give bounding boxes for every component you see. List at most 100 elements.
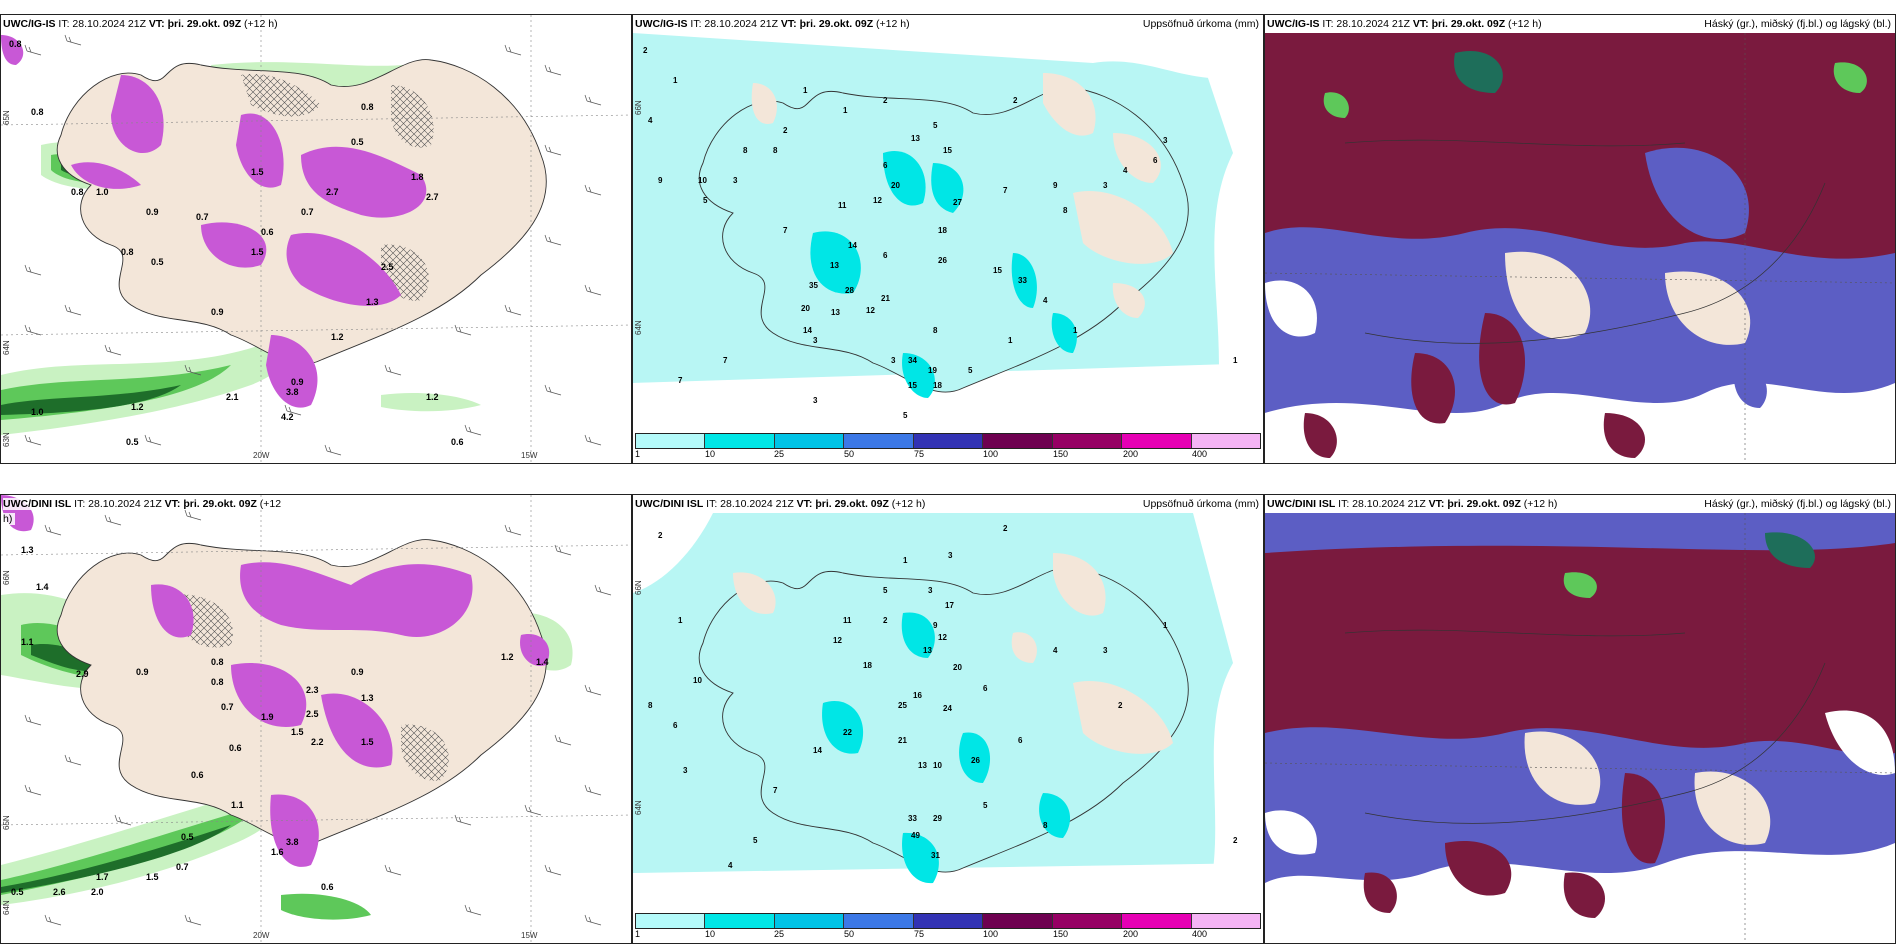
scale-label: 200	[1123, 449, 1139, 459]
value-label: 9	[933, 621, 938, 630]
value-label: 1.5	[291, 727, 304, 737]
value-label: 7	[783, 226, 788, 235]
value-label: 31	[931, 851, 940, 860]
scale-seg	[1122, 914, 1192, 928]
valid-time: þri. 29.okt. 09Z	[799, 18, 874, 30]
model-name: UWC/DINI ISL	[1267, 498, 1336, 510]
value-label: 2.7	[326, 187, 339, 197]
value-label: 18	[863, 661, 872, 670]
scale-label: 75	[914, 449, 925, 459]
valid-time-label: VT:	[164, 498, 181, 510]
value-label: 7	[678, 376, 683, 385]
scale-seg	[705, 914, 775, 928]
precip-wind-map: 1.3 1.4 1.1 0.9 2.9 0.8 1.9 2.3 2.5 1.5 …	[1, 495, 631, 943]
value-label: 5	[753, 836, 758, 845]
value-label: 16	[913, 691, 922, 700]
lat-label: 66N	[634, 580, 643, 595]
product-title: Háský (gr.), miðský (fj.bl.) og lágský (…	[1704, 18, 1891, 30]
scale-label: 75	[914, 929, 925, 939]
value-label: 0.7	[221, 702, 234, 712]
map-area[interactable]	[1265, 513, 1895, 943]
scale-label: 200	[1123, 929, 1139, 939]
scale-seg	[844, 434, 914, 448]
lead-time: (+12 h)	[891, 498, 926, 510]
value-label: 7	[1003, 186, 1008, 195]
scale-label: 150	[1053, 449, 1069, 459]
panel-bottom-right-cloud-cover: UWC/DINI ISL IT: 28.10.2024 21Z VT: þri.…	[1264, 494, 1896, 944]
valid-time-label: VT:	[780, 18, 797, 30]
product-title: Uppsöfnuð úrkoma (mm)	[1142, 498, 1259, 510]
lat-label: 64N	[634, 320, 643, 335]
value-label: 20	[891, 181, 900, 190]
panel-top-right-cloud-cover: UWC/IG-IS IT: 28.10.2024 21Z VT: þri. 29…	[1264, 14, 1896, 464]
valid-time: þri. 29.okt. 09Z	[167, 18, 242, 30]
value-label: 18	[933, 381, 942, 390]
value-label: 5	[883, 586, 888, 595]
value-label: 9	[658, 176, 663, 185]
lat-label: 65N	[2, 110, 11, 125]
map-area[interactable]	[1265, 33, 1895, 463]
value-label: 7	[773, 786, 778, 795]
value-label: 21	[881, 294, 890, 303]
scale-label: 1	[635, 929, 641, 939]
map-area[interactable]: 2 1 4 9 5 3 2 7 8 1 1 2 10 5 13 20 15 27…	[633, 33, 1263, 433]
scale-label: 10	[705, 929, 716, 939]
map-area[interactable]: 2 2 1 3 1 10 8 6 5 3 2 9 12 13 17 20 18 …	[633, 513, 1263, 913]
value-label: 0.5	[181, 832, 194, 842]
scale-seg	[983, 434, 1053, 448]
panel-bottom-left-precip-wind: UWC/DINI ISL IT: 28.10.2024 21Z VT: þri.…	[0, 494, 632, 944]
value-label: 1.7	[96, 872, 109, 882]
value-label: 11	[843, 616, 852, 625]
value-label: 1	[673, 76, 678, 85]
valid-time-label: VT:	[1428, 498, 1445, 510]
lat-label: 64N	[2, 900, 11, 915]
color-scale	[635, 913, 1261, 929]
value-label: 5	[983, 801, 988, 810]
value-label: 0.7	[301, 207, 314, 217]
value-label: 1.4	[36, 582, 49, 592]
value-label: 1.3	[361, 693, 374, 703]
value-label: 20	[801, 304, 810, 313]
value-label: 5	[903, 411, 908, 420]
init-time: IT: 28.10.2024 21Z	[1322, 18, 1410, 30]
map-area[interactable]: 0.8 0.8 0.8 1.0 0.9 0.7 0.5 2.5 2.7 2.7 …	[1, 15, 631, 463]
valid-time: þri. 29.okt. 09Z	[183, 498, 257, 510]
value-label: 4	[1053, 646, 1058, 655]
scale-label: 50	[844, 929, 855, 939]
value-label: 1	[803, 86, 808, 95]
scale-seg	[983, 914, 1053, 928]
value-label: 3	[891, 356, 896, 365]
value-label: 1.3	[21, 545, 34, 555]
map-area[interactable]: 1.3 1.4 1.1 0.9 2.9 0.8 1.9 2.3 2.5 1.5 …	[1, 495, 631, 943]
color-scale	[635, 433, 1261, 449]
value-label: 0.8	[31, 107, 44, 117]
lon-label: 20W	[253, 931, 270, 940]
value-label: 27	[953, 198, 962, 207]
value-label: 3	[1103, 646, 1108, 655]
value-label: 0.6	[191, 770, 204, 780]
value-label: 15	[908, 381, 917, 390]
scale-label: 1	[635, 449, 641, 459]
value-label: 3	[948, 551, 953, 560]
value-label: 13	[831, 308, 840, 317]
value-label: 10	[698, 176, 707, 185]
lat-label: 63N	[2, 432, 11, 447]
cloud-cover-map	[1265, 33, 1895, 463]
scale-label: 400	[1192, 449, 1208, 459]
precip-wind-map: 0.8 0.8 0.8 1.0 0.9 0.7 0.5 2.5 2.7 2.7 …	[1, 15, 631, 463]
value-label: 1.6	[271, 847, 284, 857]
accum-precip-map: 2 2 1 3 1 10 8 6 5 3 2 9 12 13 17 20 18 …	[633, 513, 1263, 913]
value-label: 1.5	[251, 247, 264, 257]
lat-label: 66N	[634, 100, 643, 115]
value-label: 3	[683, 766, 688, 775]
model-name: UWC/IG-IS	[635, 18, 688, 30]
panel-header: UWC/DINI ISL IT: 28.10.2024 21Z VT: þri.…	[1267, 497, 1893, 512]
value-label: 4	[1043, 296, 1048, 305]
valid-time: þri. 29.okt. 09Z	[815, 498, 889, 510]
init-time: IT: 28.10.2024 21Z	[690, 18, 778, 30]
value-label: 0.8	[121, 247, 134, 257]
lead-time-cont: h)	[3, 513, 13, 525]
scale-seg	[774, 914, 845, 928]
scale-seg	[705, 434, 775, 448]
value-label: 0.8	[211, 677, 224, 687]
